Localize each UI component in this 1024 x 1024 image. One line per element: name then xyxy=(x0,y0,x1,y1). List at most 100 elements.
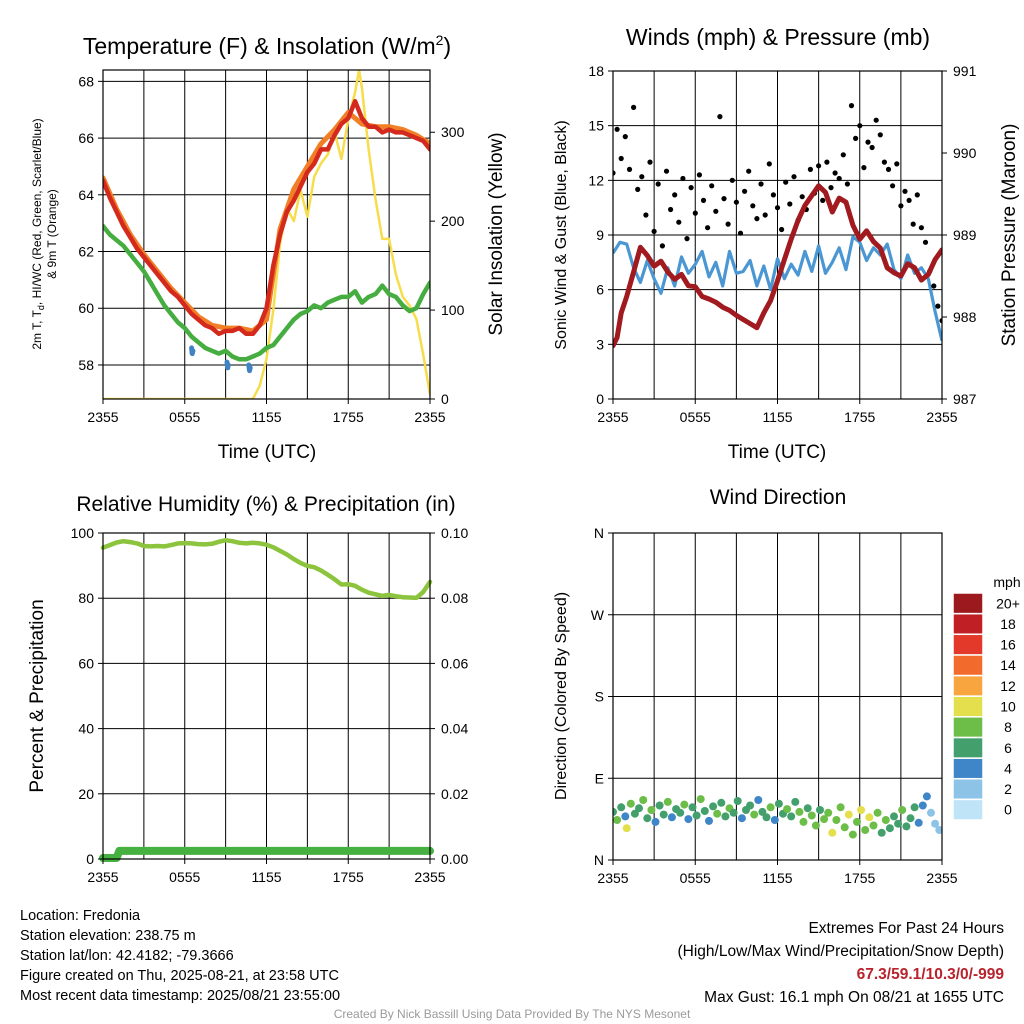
rh-title: Relative Humidity (%) & Precipitation (i… xyxy=(76,493,455,516)
temp-series-td-line xyxy=(103,223,430,362)
direction-point xyxy=(865,813,874,822)
dir-xtick-label: 1155 xyxy=(762,870,792,886)
direction-point xyxy=(655,801,664,810)
colorbar-label: 2 xyxy=(1004,781,1012,797)
gust-point xyxy=(935,303,941,309)
rh-ytick-right-label: 0.06 xyxy=(441,655,468,671)
gust-point xyxy=(721,196,727,202)
gust-point xyxy=(840,152,846,158)
rh-ytick-right-label: 0.02 xyxy=(441,786,468,802)
gust-point xyxy=(676,219,682,225)
gust-point xyxy=(626,166,633,172)
dir-title: Wind Direction xyxy=(710,486,847,509)
direction-point xyxy=(621,812,630,821)
dir-xtick-label: 2355 xyxy=(926,870,957,886)
direction-point xyxy=(770,816,779,824)
direction-point xyxy=(906,814,915,823)
direction-point xyxy=(927,808,935,817)
winds-xtick-label: 1755 xyxy=(844,409,875,425)
rh-ticks: 2355 0555 1155 1755 2355 0 20 40 60 80 100 0.00 0.02… xyxy=(71,525,469,885)
direction-point xyxy=(811,821,820,830)
direction-point xyxy=(931,819,940,828)
rh-ytick-left-label: 20 xyxy=(78,786,94,802)
recent-timestamp: Most recent data timestamp: 2025/08/21 2… xyxy=(20,988,341,1004)
colorbar-label: 14 xyxy=(1000,657,1016,673)
gust-point xyxy=(910,221,916,227)
gust-point xyxy=(680,175,686,182)
colorbar-swatch xyxy=(952,612,984,635)
gust-point xyxy=(918,225,925,231)
direction-point xyxy=(721,812,730,821)
direction-point xyxy=(885,824,894,833)
temp-ylabel-left-line2: & 9m T (Orange) xyxy=(45,189,59,279)
gust-point xyxy=(853,135,859,141)
station-location: Location: Fredonia xyxy=(20,908,141,924)
direction-point xyxy=(705,816,713,825)
gust-point xyxy=(770,192,777,198)
direction-point xyxy=(729,808,738,817)
dir-xtick-label: 1755 xyxy=(844,870,875,886)
direction-point xyxy=(803,804,812,813)
direction-point xyxy=(651,817,660,826)
winds-ytick-left-label: 12 xyxy=(588,172,604,188)
direction-point xyxy=(684,815,693,824)
rh-grid xyxy=(103,533,430,859)
direction-point xyxy=(733,797,742,805)
extremes-info: Extremes For Past 24 Hours (High/Low/Max… xyxy=(678,917,1005,1009)
dir-ylabel-left: Direction (Colored By Speed) xyxy=(553,592,570,800)
winds-xlabel: Time (UTC) xyxy=(728,442,827,463)
gust-point xyxy=(750,203,756,209)
dir-ticks: 2355 0555 1155 1755 2355 N E S W N xyxy=(591,525,958,886)
direction-point xyxy=(717,798,726,807)
gust-point xyxy=(737,230,744,236)
colorbar-label: 18 xyxy=(1000,616,1016,632)
direction-point xyxy=(696,795,705,804)
gust-point xyxy=(688,185,694,191)
colorbar-label: 12 xyxy=(1000,678,1016,694)
rh-xtick-label: 1755 xyxy=(333,869,364,885)
temp-ylabel-left: 2m T, Td, HI/WC (Red, Green, Scarlet/Blu… xyxy=(30,118,46,349)
station-latlon: Station lat/lon: 42.4182; -79.3666 xyxy=(20,948,234,964)
gust-point xyxy=(869,144,875,151)
winds-ytick-right-label: 991 xyxy=(953,63,977,79)
gust-point xyxy=(881,159,888,165)
temp-series-wc-line xyxy=(246,362,253,374)
temp-panel: Temperature (F) & Insolation (W/m2) 2355… xyxy=(30,32,507,463)
colorbar-swatch xyxy=(952,716,984,739)
gust-point xyxy=(663,168,670,174)
direction-point xyxy=(840,823,849,832)
gust-point xyxy=(655,181,661,187)
gust-point xyxy=(894,161,900,167)
temp-title: Temperature (F) & Insolation (W/m2) xyxy=(83,32,451,59)
gust-point xyxy=(746,168,752,174)
gust-point xyxy=(659,243,666,249)
temp-ytick-left-label: 68 xyxy=(78,73,94,89)
direction-point xyxy=(881,816,890,824)
colorbar-swatch xyxy=(952,736,984,759)
colorbar-swatch xyxy=(952,633,984,656)
gust-point xyxy=(939,318,942,324)
gust-point xyxy=(914,192,920,198)
gust-point xyxy=(692,210,698,216)
winds-xtick-label: 2355 xyxy=(597,409,628,425)
direction-point xyxy=(890,812,898,821)
gust-point xyxy=(705,225,711,231)
direction-point xyxy=(861,826,870,834)
direction-point xyxy=(935,826,942,834)
gust-point xyxy=(898,203,904,209)
direction-point xyxy=(853,817,861,826)
rh-ytick-right-label: 0.04 xyxy=(441,721,468,737)
temp-series-solar-insolation-line xyxy=(103,70,430,399)
gust-point xyxy=(700,197,707,203)
direction-point xyxy=(836,803,845,812)
gust-point xyxy=(844,181,851,187)
gust-point xyxy=(791,174,797,180)
gust-point xyxy=(622,134,628,140)
colorbar-swatch xyxy=(952,798,984,821)
colorbar-swatch xyxy=(952,757,984,780)
gust-point xyxy=(613,170,616,176)
gust-point xyxy=(672,192,678,198)
direction-point xyxy=(639,796,648,804)
winds-ytick-right-label: 989 xyxy=(953,227,977,243)
gust-point xyxy=(873,117,879,123)
